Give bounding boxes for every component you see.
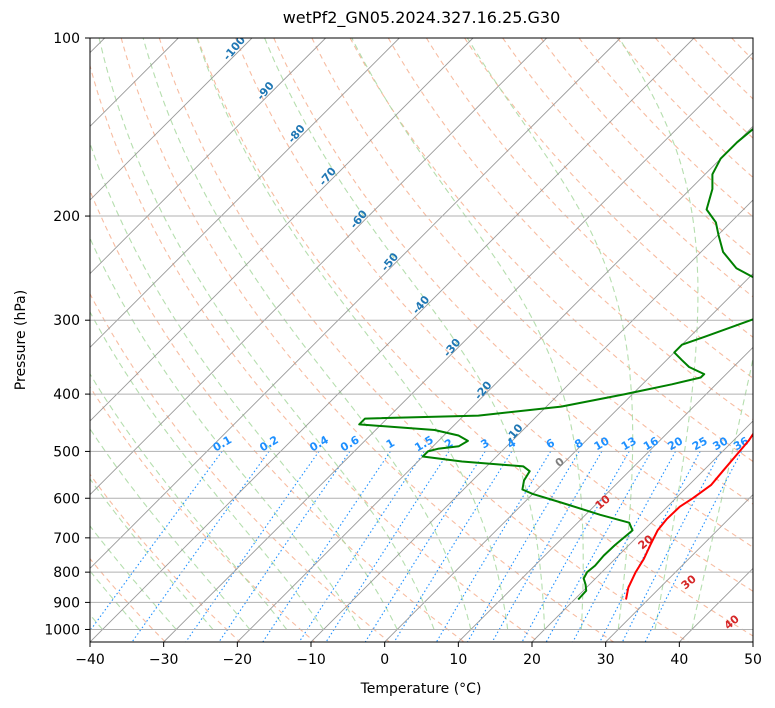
- dry-adiabat-line: [425, 38, 753, 379]
- isotherms: [90, 38, 753, 642]
- moist-adiabat-line: [466, 38, 634, 630]
- moist-adiabat-line: [90, 525, 177, 630]
- moist-adiabat-line: [90, 570, 140, 630]
- dry-adiabat-line: [502, 38, 753, 298]
- mixing-ratio-line: [545, 451, 652, 642]
- moist-adiabat-line: [351, 38, 584, 630]
- isotherm-line: [90, 38, 621, 569]
- mixing-ratio-lines: [90, 451, 742, 642]
- x-tick-label: 20: [523, 652, 541, 668]
- temperature-profile-line: [625, 432, 753, 600]
- dry-adiabats: [90, 38, 753, 642]
- dry-adiabat-line: [616, 38, 753, 179]
- isotherm-line: [310, 199, 753, 642]
- dry-adiabat-line: [273, 38, 753, 548]
- mixing-ratio-line: [90, 451, 223, 632]
- moist-adiabat-line: [618, 38, 699, 630]
- isotherm-line: [90, 38, 326, 275]
- y-tick-label: 1000: [44, 622, 80, 638]
- dry-adiabat-line: [90, 292, 390, 642]
- isotherm-line: [90, 38, 400, 348]
- dry-adiabat-line: [90, 473, 241, 642]
- x-tick-label: −30: [149, 652, 179, 668]
- mixing-ratio-line: [218, 451, 351, 642]
- isotherm-line: [605, 494, 753, 642]
- dry-adiabat-line: [158, 38, 689, 642]
- mixing-ratio-line: [599, 451, 701, 642]
- moist-adiabat-line: [90, 141, 398, 630]
- moist-adiabat-line: [90, 310, 324, 630]
- moist-adiabat-line: [90, 373, 288, 630]
- mixing-ratio-line: [364, 451, 486, 642]
- x-tick-label: −10: [296, 652, 326, 668]
- moist-adiabat-line: [264, 38, 546, 630]
- mixing-ratio-line: [262, 451, 391, 642]
- moist-adiabat-line: [142, 38, 472, 630]
- moist-adiabat-line: [90, 477, 214, 630]
- x-tick-label: 30: [597, 652, 615, 668]
- x-tick-label: 10: [449, 652, 467, 668]
- isotherm-line: [752, 641, 753, 642]
- moist-adiabat-line: [90, 236, 361, 630]
- plot-background: [90, 38, 753, 642]
- isotherm-line: [90, 38, 547, 496]
- mixing-ratio-line: [644, 451, 742, 642]
- isotherm-line: [384, 273, 753, 642]
- dry-adiabat-line: [387, 38, 753, 421]
- isotherm-line: [531, 420, 753, 642]
- chart-title: wetPf2_GN05.2024.327.16.25.G30: [282, 8, 561, 27]
- dry-adiabat-line: [90, 63, 540, 642]
- isotherm-line: [163, 52, 753, 642]
- profile-series: [358, 127, 753, 601]
- y-tick-label: 600: [53, 491, 80, 507]
- y-tick-label: 300: [53, 313, 80, 329]
- isotherm-line: [458, 346, 753, 642]
- dry-adiabat-line: [349, 38, 753, 463]
- y-tick-label: 900: [53, 595, 80, 611]
- dry-adiabat-line: [120, 38, 614, 642]
- moist-adiabats: [90, 38, 753, 630]
- isotherm-line: [90, 38, 474, 422]
- dry-adiabat-line: [578, 38, 753, 218]
- dry-adiabat-line: [196, 38, 753, 637]
- mixing-ratio-line: [491, 451, 603, 642]
- y-axis-ticks: 100 200 300 400 500 600 700 800 900 1000: [44, 31, 90, 638]
- x-tick-label: 50: [744, 652, 762, 668]
- x-axis-ticks: −40 −30 −20 −10 0 10 20 30 40 50: [75, 642, 762, 668]
- x-tick-label: 0: [380, 652, 389, 668]
- mixing-ratio-line: [185, 451, 320, 642]
- x-tick-label: 40: [670, 652, 688, 668]
- dry-adiabat-line: [235, 38, 753, 592]
- x-tick-label: −40: [75, 652, 105, 668]
- mixing-ratio-line: [572, 451, 676, 642]
- dry-adiabat-line: [464, 38, 753, 338]
- moist-adiabat-line: [90, 427, 251, 630]
- y-tick-label: 700: [53, 531, 80, 547]
- dewpoint-profile-line: [358, 127, 753, 601]
- plot-area: [90, 38, 753, 642]
- x-axis-title: Temperature (°C): [360, 681, 482, 697]
- y-axis-title: Pressure (hPa): [13, 290, 29, 390]
- plot-frame: [89, 37, 754, 643]
- plot-border: [89, 37, 754, 643]
- moist-adiabat-line: [98, 38, 435, 630]
- y-tick-label: 200: [53, 209, 80, 225]
- moist-adiabat-line: [691, 356, 753, 630]
- moist-adiabat-line: [196, 38, 509, 630]
- y-tick-label: 800: [53, 565, 80, 581]
- isobar-gridlines: [90, 38, 753, 630]
- x-tick-label: −20: [223, 652, 253, 668]
- isotherm-line: [90, 38, 695, 642]
- y-tick-label: 500: [53, 444, 80, 460]
- isotherm-line: [90, 38, 253, 201]
- y-tick-label: 400: [53, 387, 80, 403]
- y-tick-label: 100: [53, 31, 80, 47]
